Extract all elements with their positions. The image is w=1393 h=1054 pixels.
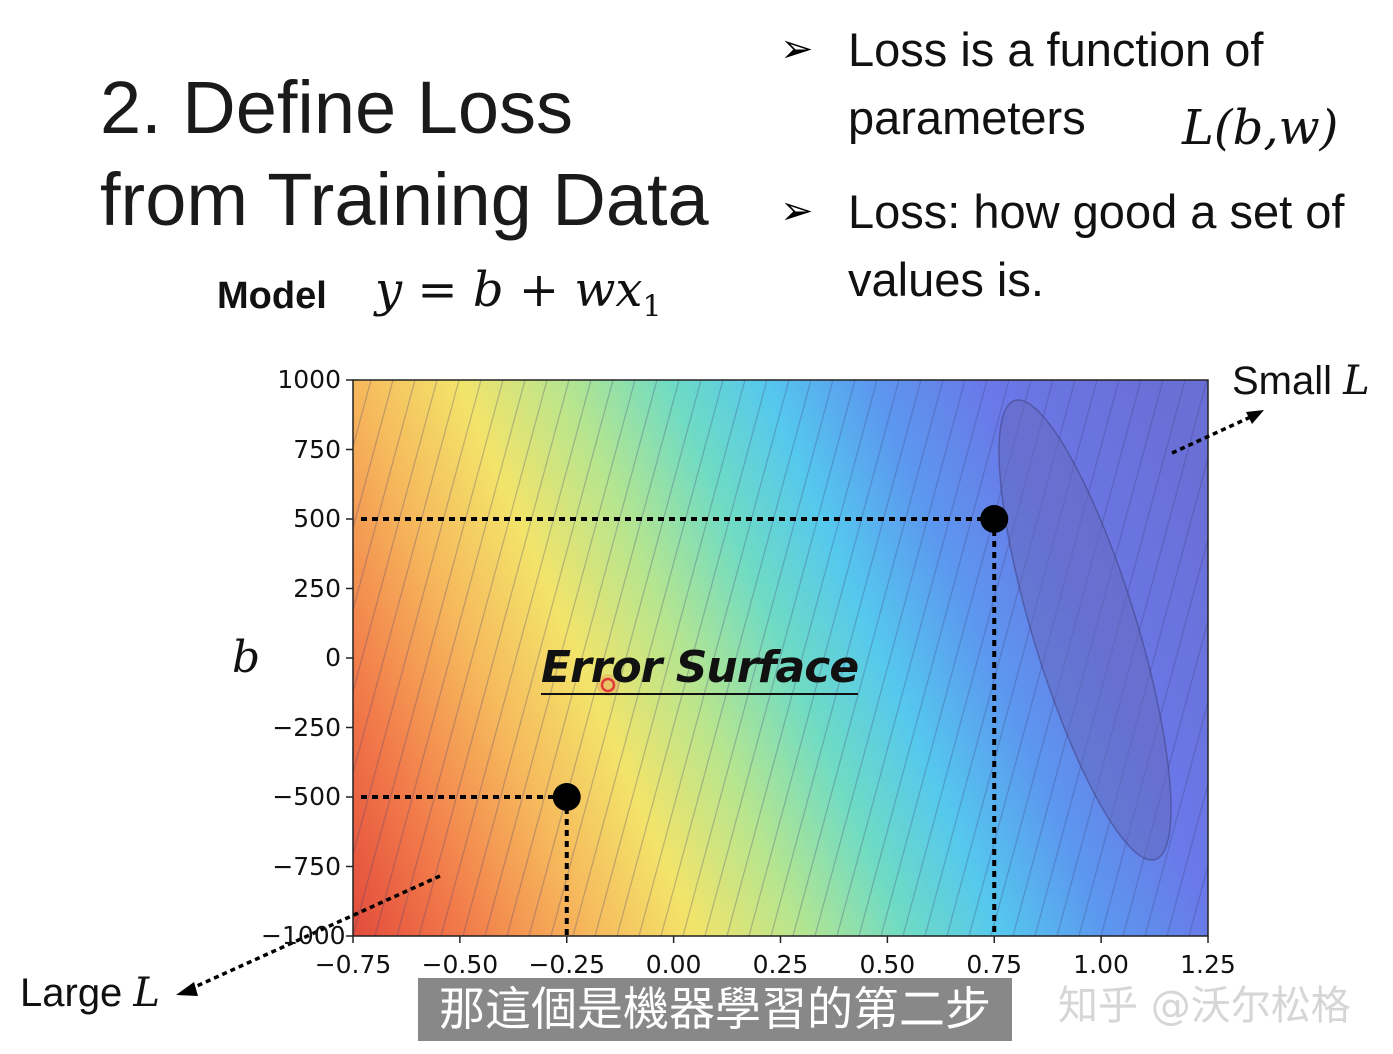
contour-line — [1233, 380, 1383, 936]
loss-minimum-region — [998, 399, 1172, 861]
bullet-1-line2: parameters — [848, 91, 1086, 144]
y-axis-label: b — [232, 632, 261, 683]
slide-title-line2: from Training Data — [100, 158, 709, 241]
x-tick-label: 0.25 — [752, 950, 809, 979]
bullet-1-line1: Loss is a function of — [848, 23, 1264, 76]
parameter-point — [980, 505, 1009, 533]
contour-line — [506, 380, 658, 936]
bullet-arrow-icon: ➢ — [780, 188, 814, 234]
contour-line — [1211, 380, 1361, 936]
contour-line — [353, 380, 416, 613]
x-tick-label: 1.25 — [1180, 950, 1236, 979]
contour-line — [858, 380, 1010, 936]
bullet-2-line2: values is. — [848, 253, 1044, 306]
contour-line — [550, 380, 702, 936]
contour-line — [792, 380, 944, 936]
contour-line — [1343, 380, 1393, 936]
cursor-marker-glow — [597, 674, 619, 696]
error-surface-annotation: Error Surface — [541, 642, 859, 695]
cursor-marker — [600, 677, 616, 693]
contour-line — [1299, 380, 1393, 936]
parameter-point — [552, 783, 581, 811]
large-loss-symbol: L — [133, 970, 160, 1016]
large-loss-arrowhead — [176, 982, 198, 996]
contour-line — [1144, 699, 1208, 936]
contour-line — [704, 380, 856, 936]
highlighted-points — [552, 505, 1009, 811]
contour-line — [396, 380, 548, 936]
contour-line — [836, 380, 988, 936]
large-loss-text: Large — [20, 971, 134, 1015]
contour-line — [418, 380, 570, 936]
slide-title-line1: 2. Define Loss — [100, 66, 574, 149]
y-tick-label: 500 — [293, 504, 341, 533]
contour-line — [353, 380, 482, 857]
dotted-guides — [361, 517, 997, 936]
contour-line — [1255, 380, 1393, 936]
contour-line — [1188, 863, 1208, 936]
x-tick-label: 0.50 — [859, 950, 916, 979]
watermark: 知乎 @沃尔松格 — [1058, 983, 1351, 1029]
model-label: Model — [217, 275, 327, 317]
model-equation: y = b + wx1 — [375, 262, 662, 325]
x-tick-label: −0.50 — [421, 950, 499, 979]
small-loss-arrowhead — [1246, 410, 1264, 424]
y-tick-label: 0 — [325, 643, 341, 672]
contour-line — [440, 380, 592, 936]
y-tick-label: −250 — [272, 712, 341, 742]
contour-line — [353, 380, 394, 531]
contour-line — [770, 380, 922, 936]
large-loss-label: Large L — [20, 970, 160, 1016]
contour-line — [660, 380, 812, 936]
x-tick-label: 0.75 — [966, 950, 1023, 979]
contour-line — [682, 380, 834, 936]
y-tick-label: −1000 — [261, 921, 346, 950]
x-tick-label: −0.75 — [314, 950, 392, 979]
contour-line — [353, 380, 438, 694]
contour-line — [1321, 380, 1393, 936]
contour-line — [353, 380, 504, 936]
slide-title: 2. Define Loss from Training Data — [100, 62, 709, 246]
small-loss-symbol: L — [1343, 358, 1370, 404]
contour-line — [616, 380, 768, 936]
contour-line — [353, 380, 460, 776]
y-tick-label: −750 — [272, 851, 341, 881]
y-tick-label: −500 — [272, 782, 341, 811]
contour-line — [484, 380, 636, 936]
video-subtitle: 那這個是機器學習的第二步 — [418, 978, 1012, 1041]
x-tick-label: −0.25 — [528, 950, 606, 979]
contour-line — [638, 380, 790, 936]
small-loss-label: Small L — [1232, 358, 1370, 404]
contour-line — [572, 380, 724, 936]
y-tick-label: 1000 — [277, 365, 341, 394]
loss-notation: L(b,w) — [1182, 100, 1339, 156]
x-tick-marks — [352, 936, 1209, 943]
contour-line — [462, 380, 614, 936]
bullet-2-line1: Loss: how good a set of — [848, 185, 1345, 238]
contour-line — [1166, 781, 1208, 936]
y-tick-marks — [346, 379, 353, 937]
y-tick-label: 750 — [293, 434, 341, 464]
contour-line — [1078, 455, 1208, 936]
contour-line — [374, 380, 526, 936]
small-loss-arrow — [1171, 413, 1256, 455]
contour-line — [594, 380, 746, 936]
y-tick-label: 250 — [293, 573, 341, 603]
bullet-arrow-icon: ➢ — [780, 26, 814, 72]
large-loss-arrow — [187, 874, 441, 992]
contour-line — [748, 380, 900, 936]
small-loss-text: Small — [1232, 359, 1344, 403]
contour-line — [528, 380, 680, 936]
contour-line — [1277, 380, 1393, 936]
model-equation-text: y = b + wx — [375, 262, 643, 318]
model-equation-subscript: 1 — [642, 289, 662, 325]
contour-line — [814, 380, 966, 936]
x-tick-label: 1.00 — [1073, 950, 1129, 979]
x-tick-label: 0.00 — [645, 950, 702, 979]
contour-line — [726, 380, 878, 936]
